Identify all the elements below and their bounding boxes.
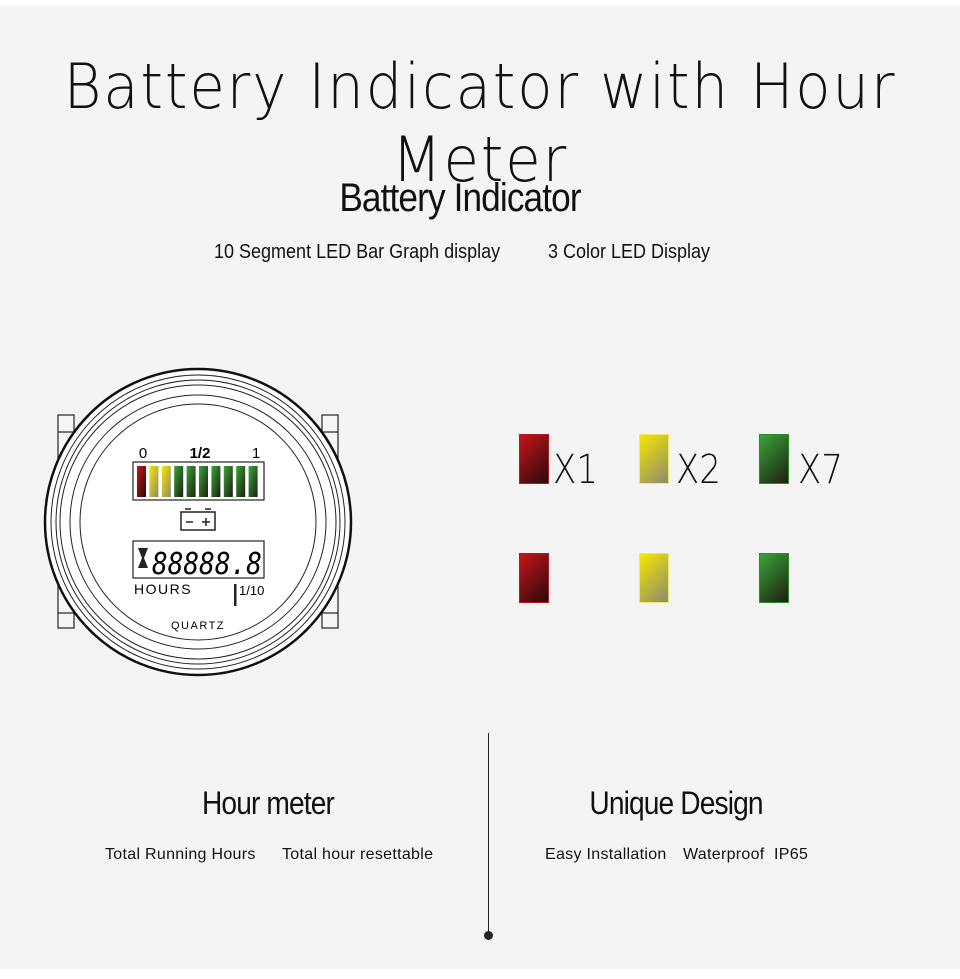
scale-half: 1/2: [190, 445, 211, 462]
lcd-frame: [132, 540, 265, 579]
hour-meter-feature-2: Total hour resettable: [282, 846, 434, 863]
scale-1: 1: [252, 445, 260, 462]
battery-heading: Battery Indicator: [339, 176, 581, 220]
tenth-marker: [234, 584, 237, 606]
legend-swatch-red: [519, 434, 549, 484]
legend-count-green: X7: [798, 447, 843, 493]
scale-0: 0: [139, 445, 147, 462]
led-segment-yellow: [161, 466, 171, 497]
led-segment-green: [223, 466, 233, 497]
legend-swatch-yellow: [639, 434, 669, 484]
unique-design-heading: Unique Design: [589, 785, 763, 821]
lcd-digits: 88888.8: [152, 547, 262, 582]
divider-line: [488, 733, 489, 933]
quartz-label: QUARTZ: [171, 620, 225, 632]
led-segment-green: [186, 466, 196, 497]
led-segment-green: [248, 466, 258, 497]
led-segment-green: [174, 466, 184, 497]
page-title: Battery Indicator with Hour Meter: [63, 50, 897, 196]
legend-count-yellow: X2: [676, 447, 721, 493]
hours-label: HOURS: [134, 581, 192, 597]
swatch-red: [519, 553, 549, 603]
battery-gauge-illustration: 0 1/2 1 88888.8 HOURS 1/10 QUARTZ: [43, 367, 353, 677]
legend-swatch-green: [759, 434, 789, 484]
hour-meter-feature-1: Total Running Hours: [105, 846, 256, 863]
battery-icon: [180, 508, 216, 531]
hour-meter-heading: Hour meter: [201, 785, 335, 821]
battery-feature-2: 3 Color LED Display: [548, 241, 711, 263]
unique-feature-2: Waterproof IP65: [683, 846, 809, 863]
led-segment-green: [211, 466, 221, 497]
led-segment-green: [199, 466, 208, 497]
led-segment-green: [236, 466, 246, 497]
led-segment-yellow: [149, 466, 159, 497]
swatch-yellow: [639, 553, 669, 603]
divider-dot: [484, 931, 493, 940]
unique-feature-1: Easy Installation: [545, 846, 667, 863]
battery-feature-1: 10 Segment LED Bar Graph display: [214, 241, 501, 263]
tenth-label: 1/10: [239, 583, 264, 598]
hourglass-icon: [138, 548, 148, 568]
legend-count-red: X1: [553, 447, 598, 493]
swatch-green: [759, 553, 789, 603]
led-segment-red: [137, 466, 146, 497]
